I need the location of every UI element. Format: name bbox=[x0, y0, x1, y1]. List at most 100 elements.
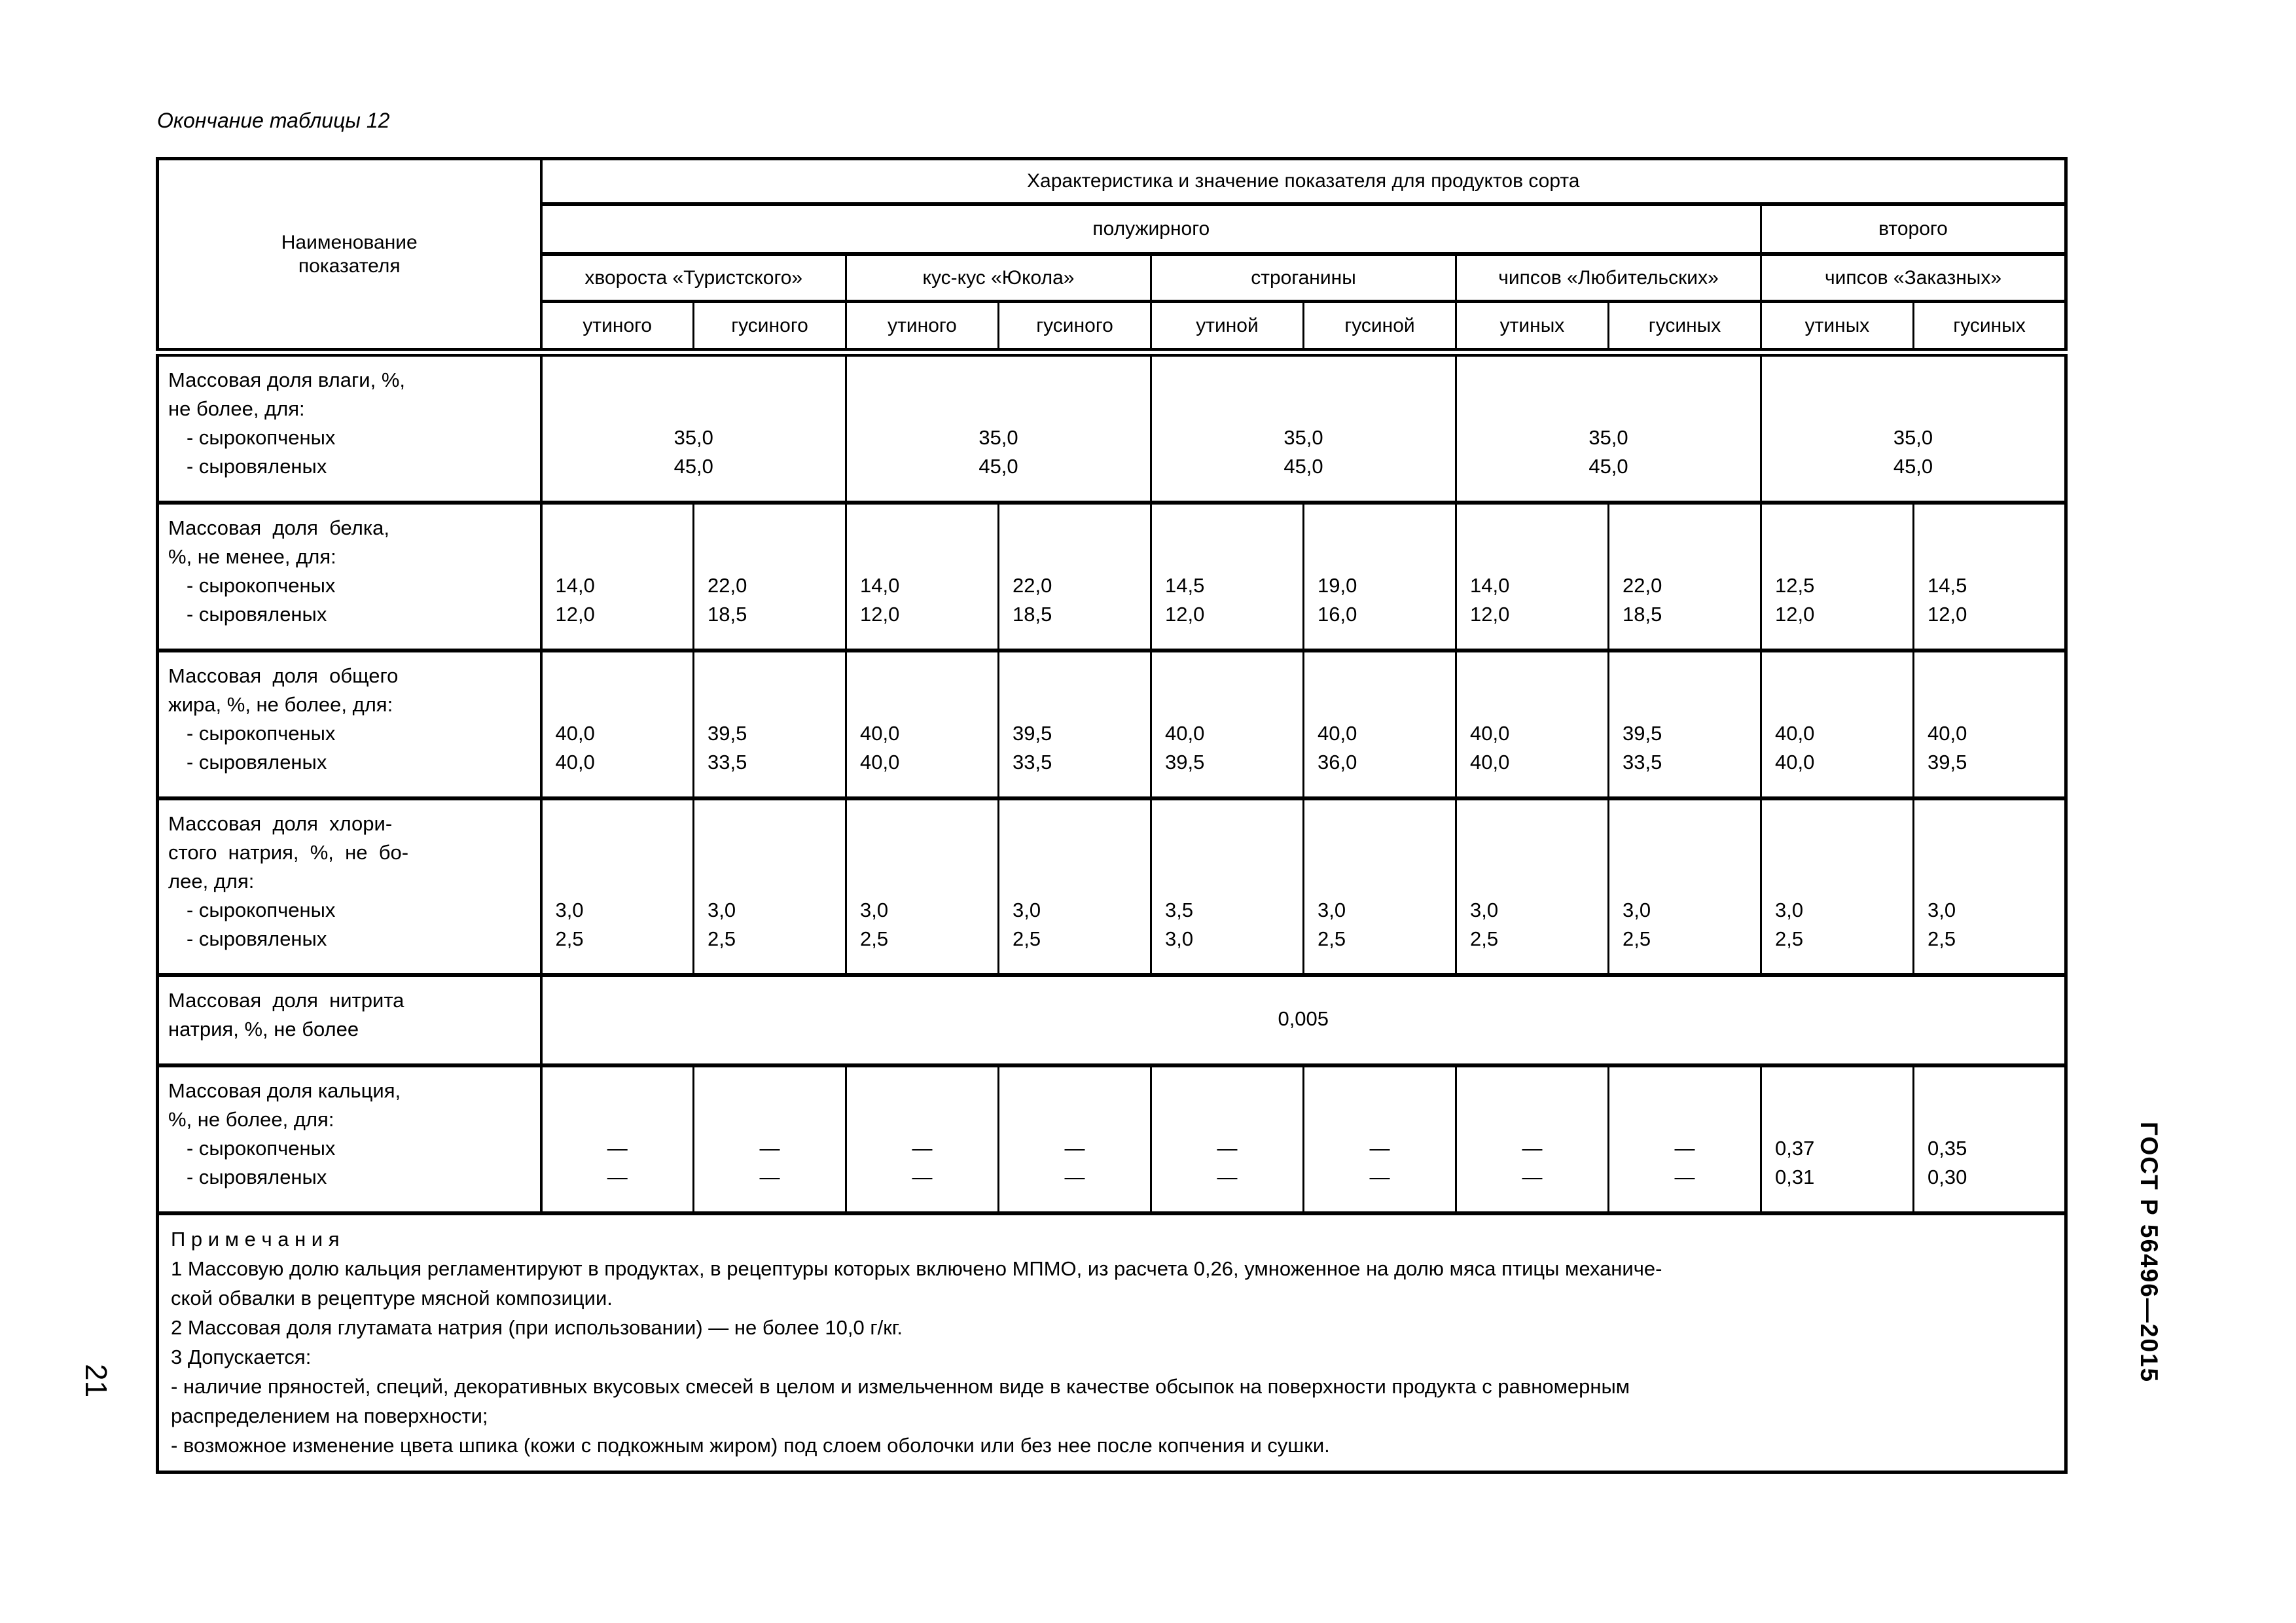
header-bird-4: утиной bbox=[1150, 300, 1304, 357]
row-name: Массовая доля кальция, %, не более, для:… bbox=[156, 1064, 543, 1215]
cell-line: 14,0 bbox=[1470, 574, 1510, 597]
cell-line: 36,0 bbox=[1318, 751, 1357, 774]
name-line: - сырокопченых bbox=[187, 1137, 336, 1160]
value-cell: 40,0 39,5 bbox=[1150, 649, 1304, 800]
table-body: Массовая доля влаги, %, не более, для: -… bbox=[156, 351, 2067, 1472]
value-cell: 14,0 12,0 bbox=[540, 501, 694, 652]
cell-line: 35,0 bbox=[978, 426, 1018, 449]
cell-line: — bbox=[1217, 1166, 1238, 1188]
value-cell: 35,0 45,0 bbox=[540, 351, 847, 505]
header-grade-second: второго bbox=[1760, 203, 2067, 256]
table-caption: Окончание таблицы 12 bbox=[157, 109, 390, 132]
cell-line: 39,5 bbox=[1165, 751, 1205, 774]
row-name: Массовая доля нитрита натрия, %, не боле… bbox=[156, 974, 543, 1067]
row-moisture: Массовая доля влаги, %, не более, для: -… bbox=[156, 351, 2067, 505]
table-12: Наименование показателя Характеристика и… bbox=[156, 157, 2068, 1474]
cell-line: 3,0 bbox=[1165, 927, 1194, 950]
value-cell: — — bbox=[692, 1064, 847, 1215]
cell-line: — bbox=[1522, 1137, 1543, 1160]
header-bird-2: утиного bbox=[845, 300, 999, 357]
name-line: Массовая доля нитрита bbox=[168, 989, 404, 1012]
cell-line: 39,5 bbox=[1928, 751, 1967, 774]
cell-line: 14,0 bbox=[860, 574, 900, 597]
row-sodium-nitrite: Массовая доля нитрита натрия, %, не боле… bbox=[156, 974, 2067, 1067]
cell-line: — bbox=[1369, 1137, 1390, 1160]
row-name: Массовая доля белка, %, не менее, для: -… bbox=[156, 501, 543, 652]
value-cell: 40,0 40,0 bbox=[1760, 649, 1914, 800]
cell-line: — bbox=[1674, 1137, 1695, 1160]
header-product-chips-lyubitelskie: чипсов «Любительских» bbox=[1455, 253, 1762, 303]
value-cell: 40,0 40,0 bbox=[845, 649, 999, 800]
value-cell: 12,5 12,0 bbox=[1760, 501, 1914, 652]
cell-line: 0,31 bbox=[1775, 1166, 1815, 1188]
cell-line: 14,5 bbox=[1165, 574, 1205, 597]
cell-line: — bbox=[1064, 1137, 1085, 1160]
cell-line: — bbox=[912, 1137, 933, 1160]
header-bird-1: гусиного bbox=[692, 300, 847, 357]
notes-line: - возможное изменение цвета шпика (кожи … bbox=[171, 1434, 1330, 1457]
cell-line: 2,5 bbox=[1013, 927, 1041, 950]
cell-line: 0,005 bbox=[1278, 1007, 1329, 1030]
header-bird-6: утиных bbox=[1455, 300, 1609, 357]
value-cell: — — bbox=[997, 1064, 1152, 1215]
cell-line: 18,5 bbox=[708, 603, 747, 626]
table-header: Наименование показателя Характеристика и… bbox=[156, 158, 2067, 357]
cell-line: — bbox=[759, 1137, 780, 1160]
value-cell: 14,5 12,0 bbox=[1912, 501, 2067, 652]
cell-line: 40,0 bbox=[1928, 722, 1967, 745]
cell-line: 35,0 bbox=[1588, 426, 1628, 449]
cell-line: 0,35 bbox=[1928, 1137, 1967, 1160]
cell-line: — bbox=[607, 1137, 628, 1160]
name-line: - сырокопченых bbox=[187, 722, 336, 745]
name-line: Массовая доля белка, bbox=[168, 516, 389, 539]
cell-line: — bbox=[1522, 1166, 1543, 1188]
cell-line: 35,0 bbox=[673, 426, 713, 449]
cell-line: 16,0 bbox=[1318, 603, 1357, 626]
cell-line: 40,0 bbox=[860, 722, 900, 745]
cell-line: 45,0 bbox=[1893, 455, 1933, 478]
value-cell: 14,0 12,0 bbox=[845, 501, 999, 652]
cell-line: 2,5 bbox=[708, 927, 736, 950]
cell-line: 45,0 bbox=[673, 455, 713, 478]
page-number: 21 bbox=[79, 1364, 113, 1398]
cell-line: 12,0 bbox=[555, 603, 595, 626]
value-cell: 0,37 0,31 bbox=[1760, 1064, 1914, 1215]
cell-line: 2,5 bbox=[860, 927, 889, 950]
value-cell: 22,0 18,5 bbox=[692, 501, 847, 652]
cell-line: 22,0 bbox=[1623, 574, 1662, 597]
value-cell: 3,0 2,5 bbox=[1912, 797, 2067, 977]
header-bird-9: гусиных bbox=[1912, 300, 2067, 357]
cell-line: 35,0 bbox=[1283, 426, 1323, 449]
cell-line: 33,5 bbox=[1623, 751, 1662, 774]
cell-line: 45,0 bbox=[1283, 455, 1323, 478]
value-cell: 14,5 12,0 bbox=[1150, 501, 1304, 652]
value-cell: 19,0 16,0 bbox=[1302, 501, 1457, 652]
value-cell: — — bbox=[1302, 1064, 1457, 1215]
cell-line: 18,5 bbox=[1013, 603, 1052, 626]
value-cell: 35,0 45,0 bbox=[1455, 351, 1762, 505]
header-row-birds: утиного гусиного утиного гусиного утиной… bbox=[158, 300, 2067, 357]
name-line: жира, %, не более, для: bbox=[168, 693, 393, 716]
cell-line: 12,0 bbox=[860, 603, 900, 626]
cell-line: 45,0 bbox=[978, 455, 1018, 478]
header-product-khvorost: хвороста «Туристского» bbox=[540, 253, 847, 303]
header-bird-3: гусиного bbox=[997, 300, 1152, 357]
cell-line: 40,0 bbox=[1470, 722, 1510, 745]
corner-header-line: Наименование bbox=[281, 231, 418, 253]
cell-line: 40,0 bbox=[1318, 722, 1357, 745]
cell-line: 40,0 bbox=[555, 722, 595, 745]
header-bird-5: гусиной bbox=[1302, 300, 1457, 357]
cell-line: 18,5 bbox=[1623, 603, 1662, 626]
cell-line: 3,0 bbox=[860, 899, 889, 921]
cell-line: 12,0 bbox=[1775, 603, 1815, 626]
cell-line: 22,0 bbox=[708, 574, 747, 597]
cell-line: — bbox=[1217, 1137, 1238, 1160]
cell-line: 39,5 bbox=[708, 722, 747, 745]
cell-line: — bbox=[1369, 1166, 1390, 1188]
value-cell: 3,0 2,5 bbox=[1455, 797, 1609, 977]
cell-line: 12,5 bbox=[1775, 574, 1815, 597]
cell-line: 40,0 bbox=[1775, 751, 1815, 774]
header-bird-8: утиных bbox=[1760, 300, 1914, 357]
cell-line: 3,0 bbox=[1775, 899, 1804, 921]
